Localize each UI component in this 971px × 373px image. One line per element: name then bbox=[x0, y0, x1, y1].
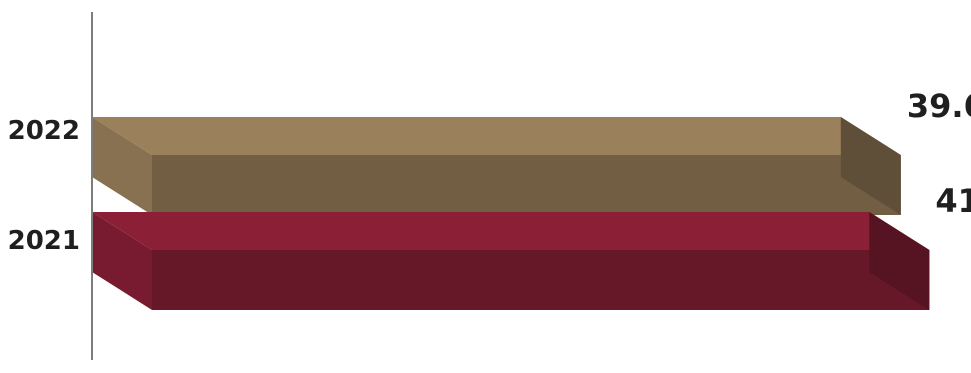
value-label-2022: 39.62 bbox=[907, 87, 971, 125]
value-label-2021: 41.13 bbox=[935, 182, 971, 220]
category-label-2021: 2021 bbox=[8, 226, 80, 256]
bar-2021-left-face bbox=[92, 212, 152, 310]
bar-2021-right-face bbox=[869, 212, 930, 310]
bar-2022-front-face bbox=[152, 155, 901, 215]
bar-2021-front-face bbox=[152, 250, 930, 310]
bar-2022-right-face bbox=[840, 117, 901, 215]
bars-layer bbox=[92, 117, 930, 310]
bar-2022-left-face bbox=[92, 117, 152, 215]
bar-2022-top-face bbox=[92, 117, 901, 155]
bar-2021-top-face bbox=[92, 212, 930, 250]
category-label-2022: 2022 bbox=[8, 116, 80, 146]
